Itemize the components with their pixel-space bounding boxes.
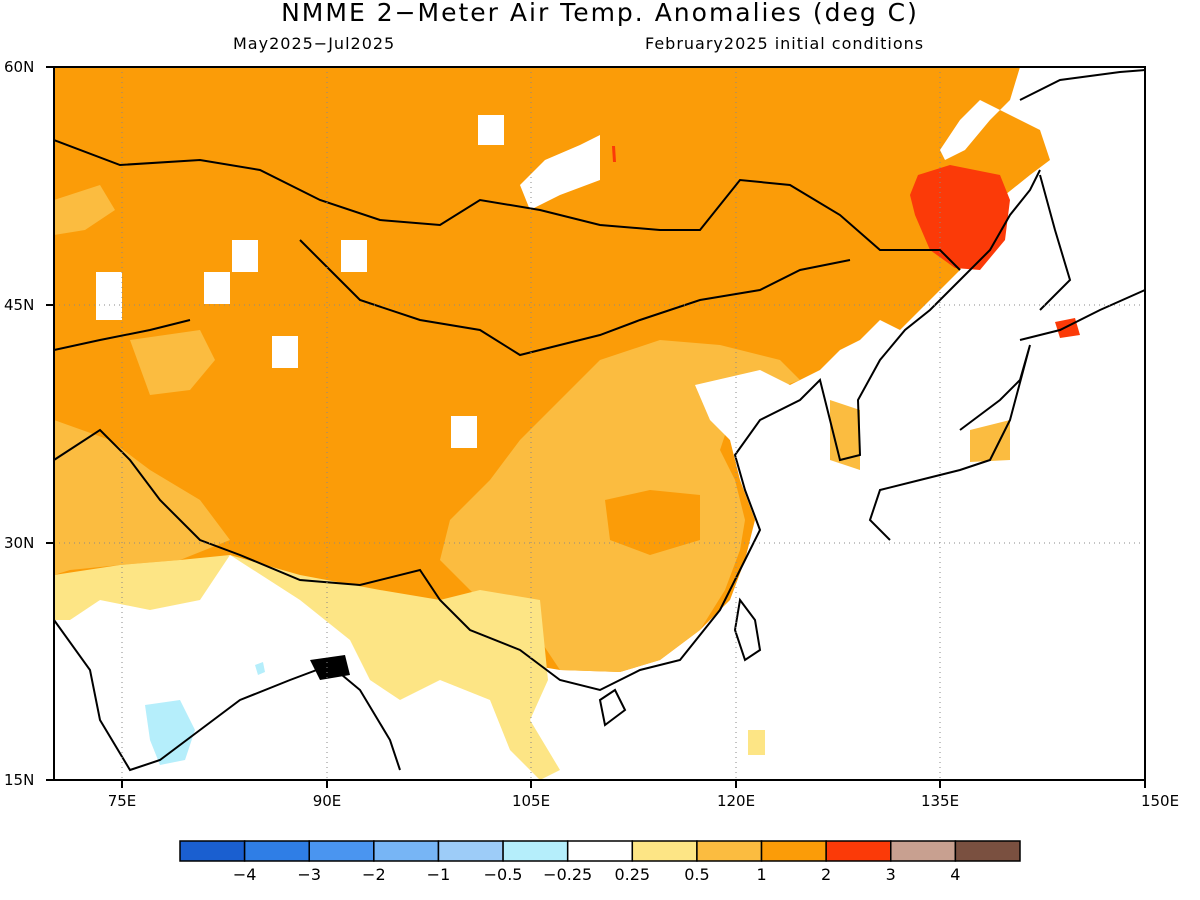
japan-coastline: [868, 69, 1145, 541]
colorbar-tick-label: 4: [950, 865, 961, 884]
lat-label-15n: 15N: [4, 771, 35, 789]
colorbar-swatch: [308, 840, 375, 862]
coastline: [54, 169, 1041, 692]
colorbar-swatch: [373, 840, 440, 862]
colorbar-swatch: [954, 840, 1021, 862]
missing-cell: [272, 336, 298, 368]
missing-cell: [232, 240, 258, 272]
colorbar-tick-label: −2: [362, 865, 386, 884]
lake-baikal: [520, 135, 600, 210]
forecast-period: May2025−Jul2025: [233, 34, 396, 53]
missing-cell: [341, 240, 367, 272]
colorbar-swatch: [437, 840, 504, 862]
taiwan-coastline: [733, 597, 762, 662]
lon-label-120e: 120E: [716, 792, 756, 810]
colorbar-swatch: [890, 840, 957, 862]
lon-label-135e: 135E: [920, 792, 960, 810]
colorbar-swatch: [631, 840, 698, 862]
anomaly-0.5-to-1-patch: [130, 330, 215, 395]
axis-ticks: [46, 66, 1146, 788]
map-title: NMME 2−Meter Air Temp. Anomalies (deg C): [281, 0, 919, 27]
anomaly-0.5-to-1-patch: [54, 185, 115, 235]
missing-cell: [478, 115, 504, 145]
anomaly-0.25-to-0.5-southeast-asia: [230, 555, 560, 780]
colorbar-tick-label: 1: [756, 865, 767, 884]
missing-cell: [204, 272, 230, 304]
anomaly-0.5-to-1-japan: [970, 420, 1010, 462]
missing-cell: [451, 416, 477, 448]
colorbar-swatch: [566, 840, 634, 862]
colorbar-tick-label: −1: [426, 865, 451, 884]
ganges-delta: [310, 655, 350, 680]
colorbar-swatch: [696, 840, 763, 862]
colorbar-tick-label: −0.5: [483, 865, 523, 884]
anomaly-1-to-2-central-china: [605, 490, 700, 555]
lat-label-60n: 60N: [4, 58, 35, 76]
anomaly-0.25-to-0.5-taiwan: [748, 730, 765, 755]
colorbar-swatch: [243, 840, 310, 862]
colorbar-tick-label: 2: [821, 865, 832, 884]
anomaly-neg-0.5-patch: [255, 662, 265, 675]
colorbar: [179, 840, 1021, 862]
graticule: [54, 67, 1145, 780]
map-frame: [53, 66, 1146, 781]
anomaly-2-to-3-spot: [612, 146, 616, 162]
country-borders: [54, 139, 961, 357]
colorbar-swatch: [825, 840, 892, 862]
anomaly-0.5-to-1-patch: [54, 420, 230, 575]
lat-label-45n: 45N: [4, 296, 35, 314]
anomaly-0.25-to-0.5-india: [54, 555, 230, 620]
colorbar-tick-label: 3: [885, 865, 896, 884]
lon-label-150e: 150E: [1140, 792, 1180, 810]
lon-label-105e: 105E: [511, 792, 551, 810]
anomaly-neg-0.5-to-neg-0.25-india: [145, 700, 195, 765]
colorbar-tick-label: 0.5: [684, 865, 710, 884]
india-coastline: [54, 619, 401, 772]
lon-label-75e: 75E: [107, 792, 137, 810]
lat-label-30n: 30N: [4, 534, 35, 552]
missing-cell: [96, 272, 122, 320]
colorbar-tick-label: −0.25: [543, 865, 593, 884]
colorbar-swatch: [179, 840, 246, 862]
anomaly-field: [54, 67, 1145, 780]
colorbar-tick-label: 0.25: [614, 865, 651, 884]
initial-conditions: February2025 initial conditions: [645, 34, 925, 53]
bohai-sea: [695, 370, 790, 440]
hainan-coastline: [598, 688, 627, 727]
lon-label-90e: 90E: [312, 792, 342, 810]
colorbar-swatch: [502, 840, 569, 862]
colorbar-tick-label: −4: [232, 865, 257, 884]
colorbar-swatch: [760, 840, 827, 862]
colorbar-tick-label: −3: [297, 865, 322, 884]
anomaly-2-to-3-amur: [910, 165, 1010, 270]
